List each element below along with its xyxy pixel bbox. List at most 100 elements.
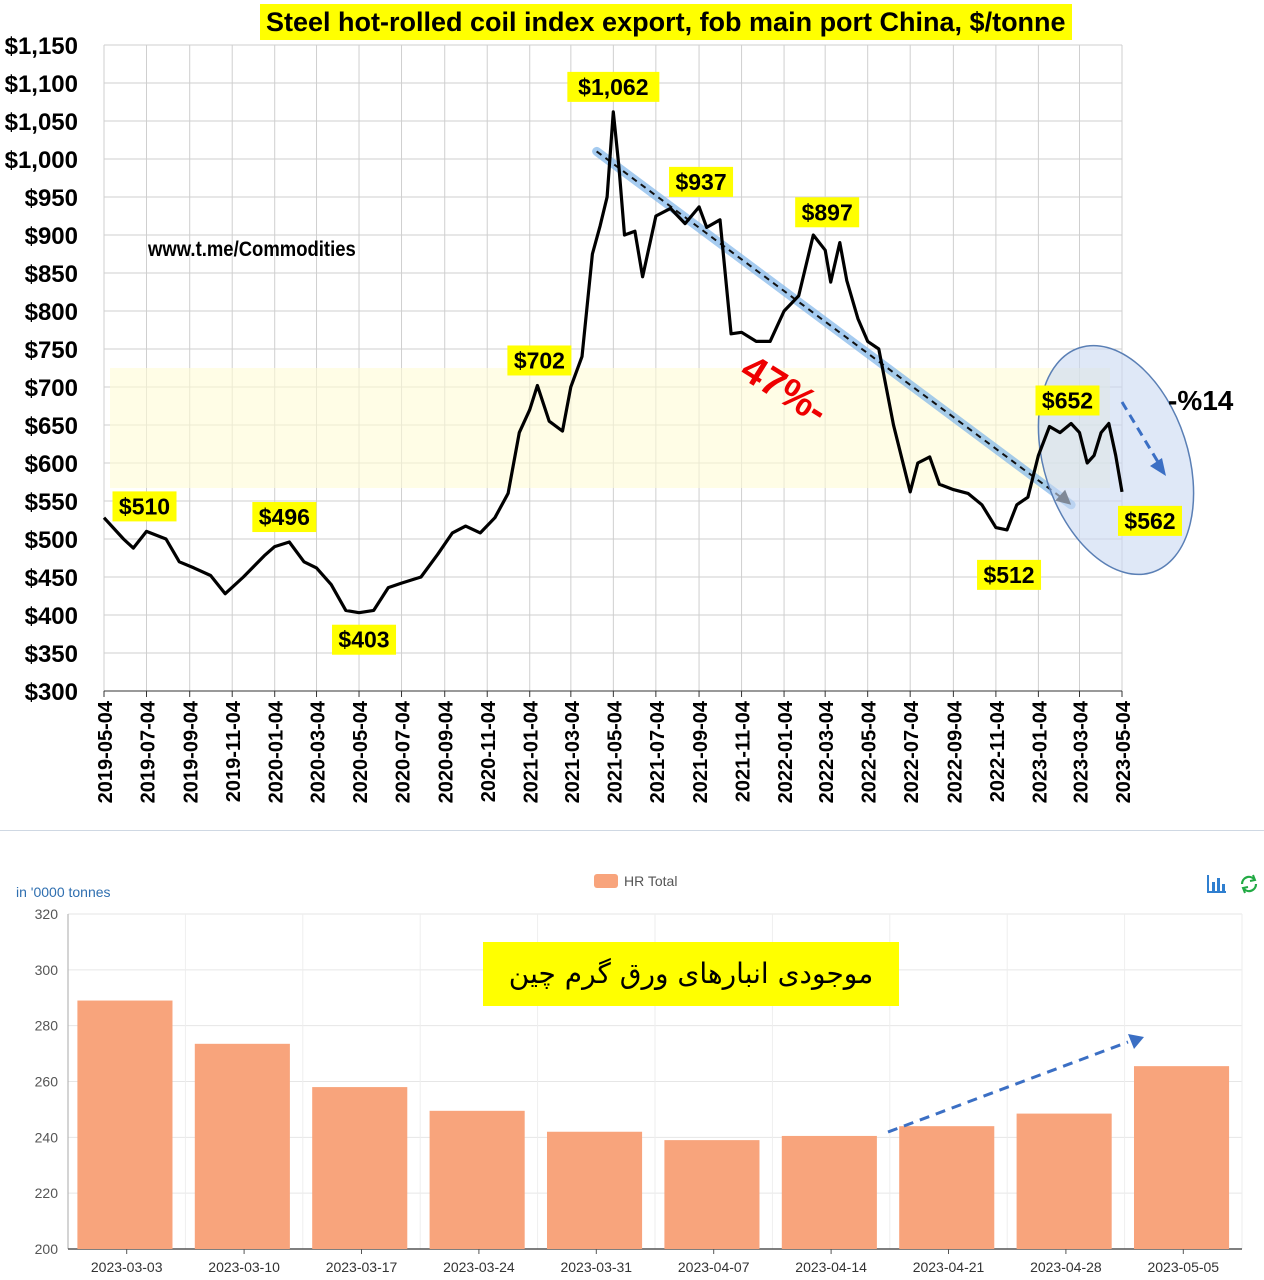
decline-arrow [1120,401,1160,463]
x-tick-label: 2020-11-04 [478,700,500,802]
y-tick-label: $450 [25,565,78,592]
x-tick-label: 2019-11-04 [223,700,245,802]
data-label-bg [567,71,660,102]
data-label-bg [112,491,177,522]
bar-2023-04-21 [899,1126,995,1249]
data-label: $496 [259,504,310,530]
x-tick-label: 2019-09-04 [181,700,203,803]
data-label-bg [1035,385,1100,416]
y-tick-label: $350 [25,641,78,668]
x-tick-label: 2023-04-21 [913,1259,985,1275]
data-label: $562 [1124,508,1175,534]
trend-line [592,146,1076,510]
change-percent-label: -%14 [1168,385,1234,416]
x-tick-label: 2023-03-17 [326,1259,398,1275]
x-tick-label: 2022-07-04 [901,700,923,803]
x-tick-label: 2022-05-04 [859,700,881,803]
y-tick-label: $1,050 [5,109,78,136]
legend-label: HR Total [624,873,678,889]
x-tick-label: 2019-07-04 [138,700,160,803]
data-label: $702 [514,347,565,373]
price-line [102,110,1124,615]
telegram-link[interactable]: www.t.me/Commodities [148,238,356,261]
y-tick-label: 300 [35,962,59,978]
x-tick-label: 2023-03-24 [443,1259,515,1275]
y-tick-label: $850 [25,261,78,288]
y-tick-label: 280 [35,1018,59,1034]
y-tick-label: $650 [25,413,78,440]
y-tick-label: 200 [35,1241,59,1257]
bar-2023-03-10 [194,1043,290,1249]
data-label: $403 [338,627,389,653]
x-tick-label: 2022-03-04 [816,700,838,803]
data-label: $1,062 [578,74,648,100]
refresh-icon[interactable] [1238,874,1260,898]
x-tick-label: 2023-05-04 [1113,700,1135,803]
data-label-bg [1118,505,1182,536]
data-label: $897 [802,199,853,225]
x-tick-label: 2023-04-14 [795,1259,867,1275]
data-label: $937 [675,169,726,195]
bar-2023-04-14 [781,1135,877,1249]
data-label-bg [507,345,572,376]
decline-arrowhead [1150,458,1166,476]
y-tick-label: 220 [35,1185,59,1201]
data-label-bg [332,624,397,655]
data-label-bg [669,166,734,197]
y-tick-label: $1,100 [5,71,78,98]
chart-title: Steel hot-rolled coil index export, fob … [260,4,1072,40]
x-tick-label: 2021-07-04 [647,700,669,803]
x-tick-label: 2023-03-10 [208,1259,280,1275]
bar-2023-03-31 [546,1131,643,1249]
bar-2023-03-24 [429,1110,525,1249]
x-tick-label: 2023-03-03 [91,1259,163,1275]
x-tick-label: 2023-04-28 [1030,1259,1102,1275]
bar-2023-04-28 [1016,1113,1112,1249]
x-tick-label: 2021-09-04 [690,700,712,803]
y-tick-label: $300 [25,679,78,706]
x-tick-label: 2020-09-04 [436,700,458,803]
watermark-band [110,368,1110,488]
bar-2023-03-03 [77,1000,173,1249]
x-tick-label: 2022-01-04 [775,700,797,803]
y-tick-label: $800 [25,299,78,326]
data-label-bg [977,559,1042,590]
x-tick-label: 2020-07-04 [393,700,415,803]
x-tick-label: 2021-03-04 [562,700,584,803]
x-tick-label: 2021-11-04 [733,700,755,802]
data-label: $512 [983,562,1034,588]
x-tick-label: 2022-09-04 [944,700,966,803]
x-tick-label: 2020-01-04 [266,700,288,803]
y-tick-label: $1,000 [5,147,78,174]
y-tick-label: 320 [35,906,59,922]
x-tick-label: 2023-03-31 [560,1259,632,1275]
x-tick-label: 2023-03-04 [1070,700,1092,803]
unit-label: in '0000 tonnes [16,884,111,900]
data-label-bg [252,502,317,533]
price-chart: $300 $350 $400 $450 $500 $550 $600 $650 $700 $750… [5,33,1234,803]
x-tick-label: 2023-05-05 [1147,1259,1219,1275]
bar-2023-04-07 [664,1140,760,1249]
y-tick-label: $700 [25,375,78,402]
y-tick-label: $900 [25,223,78,250]
inventory-title-persian: موجودی انبارهای ورق گرم چین [483,942,899,1006]
uptrend-arrow [887,1040,1129,1134]
data-label: $510 [119,493,170,519]
y-tick-label: $500 [25,527,78,554]
x-tick-label: 2020-03-04 [308,700,330,803]
y-tick-label: 240 [35,1129,59,1145]
y-tick-label: $1,150 [5,33,78,60]
y-tick-label: 260 [35,1074,59,1090]
y-tick-label: $600 [25,451,78,478]
bar-chart-icon[interactable] [1206,874,1228,898]
x-tick-label: 2022-11-04 [987,700,1009,802]
x-tick-label: 2020-05-04 [350,700,372,803]
data-label: $652 [1042,387,1093,413]
data-label-bg [795,197,860,228]
x-tick-label: 2021-01-04 [521,700,543,803]
y-tick-label: $950 [25,185,78,212]
legend-swatch [594,874,618,888]
price-chart-panel: $300 $350 $400 $450 $500 $550 $600 $650 $700 $750… [0,4,1264,831]
legend-hr-total[interactable]: HR Total [594,873,677,889]
bar-2023-03-17 [312,1087,408,1249]
